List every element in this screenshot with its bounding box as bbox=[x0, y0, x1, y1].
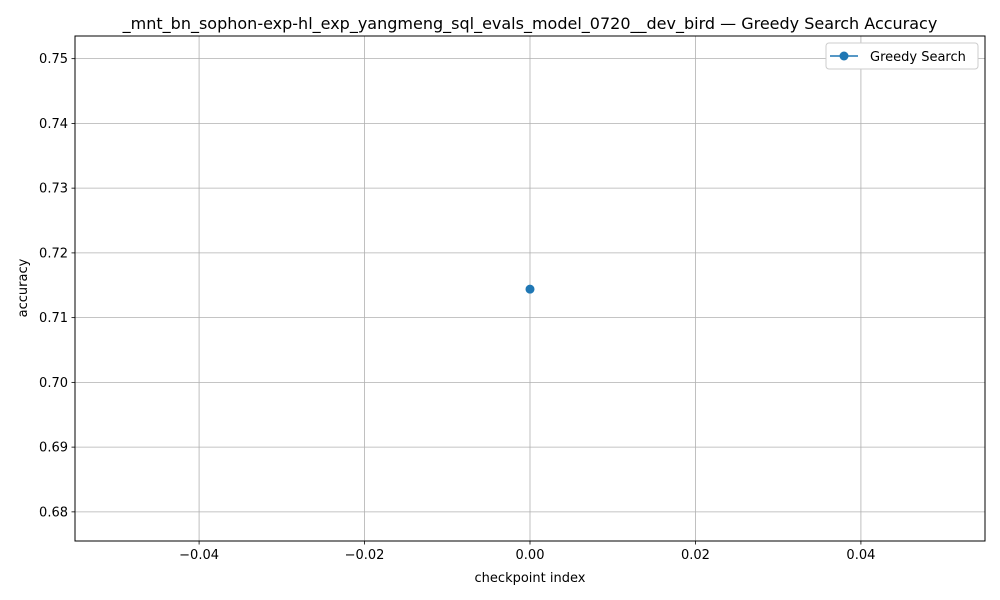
series-layer bbox=[525, 284, 535, 294]
y-tick-label: 0.75 bbox=[39, 52, 68, 67]
x-axis-label: checkpoint index bbox=[475, 571, 586, 586]
y-tick-label: 0.69 bbox=[39, 441, 68, 456]
legend-label: Greedy Search bbox=[870, 50, 966, 65]
legend: Greedy Search bbox=[825, 42, 979, 70]
y-tick-label: 0.73 bbox=[39, 182, 68, 197]
y-tick-label: 0.70 bbox=[39, 376, 68, 391]
legend-marker bbox=[839, 51, 849, 61]
x-tick-label: 0.04 bbox=[846, 548, 875, 563]
x-tick-label: −0.02 bbox=[345, 548, 385, 563]
x-tick-label: 0.02 bbox=[681, 548, 710, 563]
data-point bbox=[525, 284, 535, 294]
y-tick-label: 0.74 bbox=[39, 117, 68, 132]
plot-frame bbox=[74, 35, 986, 542]
x-tick-label: −0.04 bbox=[179, 548, 219, 563]
y-tick-label: 0.71 bbox=[39, 311, 68, 326]
chart-title: _mnt_bn_sophon-exp-hl_exp_yangmeng_sql_e… bbox=[122, 14, 938, 34]
y-axis-label: accuracy bbox=[16, 258, 31, 317]
y-tick-label: 0.72 bbox=[39, 246, 68, 261]
y-tick-label: 0.68 bbox=[39, 505, 68, 520]
x-tick-label: 0.00 bbox=[516, 548, 545, 563]
x-axis: −0.04 −0.02 0.00 0.02 0.04 bbox=[179, 541, 875, 563]
y-axis: 0.68 0.69 0.70 0.71 0.72 0.73 0.74 0.75 bbox=[39, 52, 75, 520]
legend-box bbox=[825, 42, 979, 70]
